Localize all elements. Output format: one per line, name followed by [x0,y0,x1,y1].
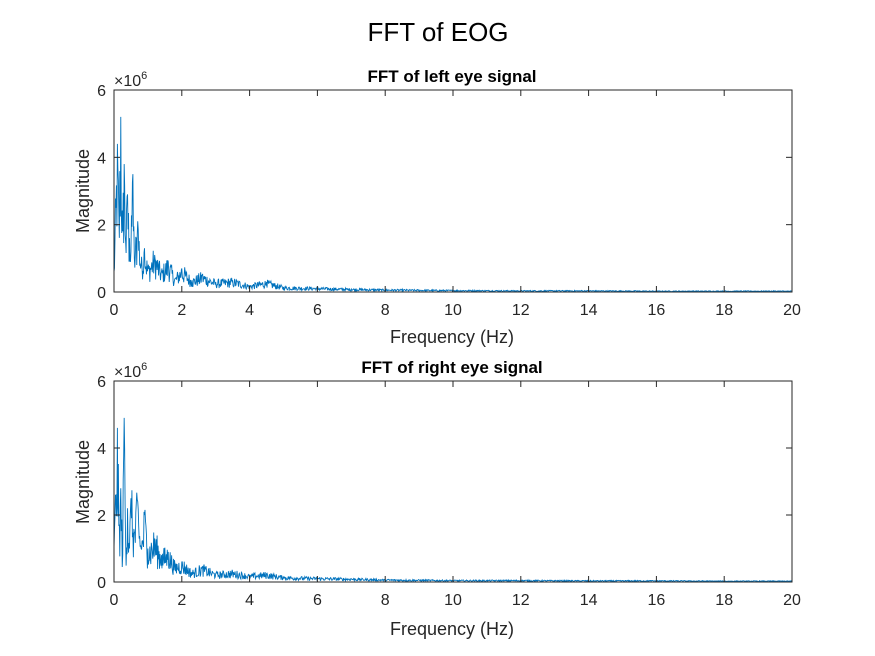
y-tick-label: 2 [97,508,106,525]
subplot-title: FFT of left eye signal [367,67,536,86]
x-axis-label: Frequency (Hz) [390,327,514,347]
x-tick-label: 6 [313,302,322,319]
x-axis-label: Frequency (Hz) [390,619,514,639]
figure-title: FFT of EOG [367,17,508,47]
x-tick-label: 20 [783,302,801,319]
y-tick-label: 6 [97,83,106,100]
y-axis-label: Magnitude [73,440,93,524]
x-tick-label: 14 [580,302,598,319]
x-tick-label: 16 [648,592,666,609]
y-tick-label: 6 [97,374,106,391]
x-tick-label: 2 [177,592,186,609]
x-tick-label: 12 [512,302,530,319]
x-tick-label: 4 [245,592,254,609]
x-tick-label: 10 [444,592,462,609]
y-exponent-power: 6 [141,361,147,373]
y-axis-label: Magnitude [73,149,93,233]
y-tick-label: 4 [97,441,106,458]
x-tick-label: 0 [110,302,119,319]
y-tick-label: 0 [97,575,106,592]
x-tick-label: 0 [110,592,119,609]
y-exponent-power: 6 [141,70,147,82]
subplot-left-eye: FFT of left eye signal Frequency (Hz) Ma… [73,67,801,347]
x-tick-label: 18 [715,302,733,319]
x-tick-label: 18 [715,592,733,609]
y-exponent-base: ×10 [114,73,141,90]
y-exponent-label: ×106 [114,70,147,90]
x-tick-label: 12 [512,592,530,609]
x-tick-label: 10 [444,302,462,319]
subplot-right-eye: FFT of right eye signal Frequency (Hz) M… [73,358,801,639]
x-tick-label: 4 [245,302,254,319]
x-tick-label: 8 [381,592,390,609]
y-tick-label: 2 [97,218,106,235]
x-tick-label: 2 [177,302,186,319]
x-tick-label: 6 [313,592,322,609]
x-tick-label: 20 [783,592,801,609]
x-tick-label: 14 [580,592,598,609]
y-exponent-base: ×10 [114,364,141,381]
subplot-title: FFT of right eye signal [361,358,542,377]
x-tick-label: 16 [648,302,666,319]
y-tick-label: 0 [97,285,106,302]
y-tick-label: 4 [97,150,106,167]
x-tick-label: 8 [381,302,390,319]
y-exponent-label: ×106 [114,361,147,381]
